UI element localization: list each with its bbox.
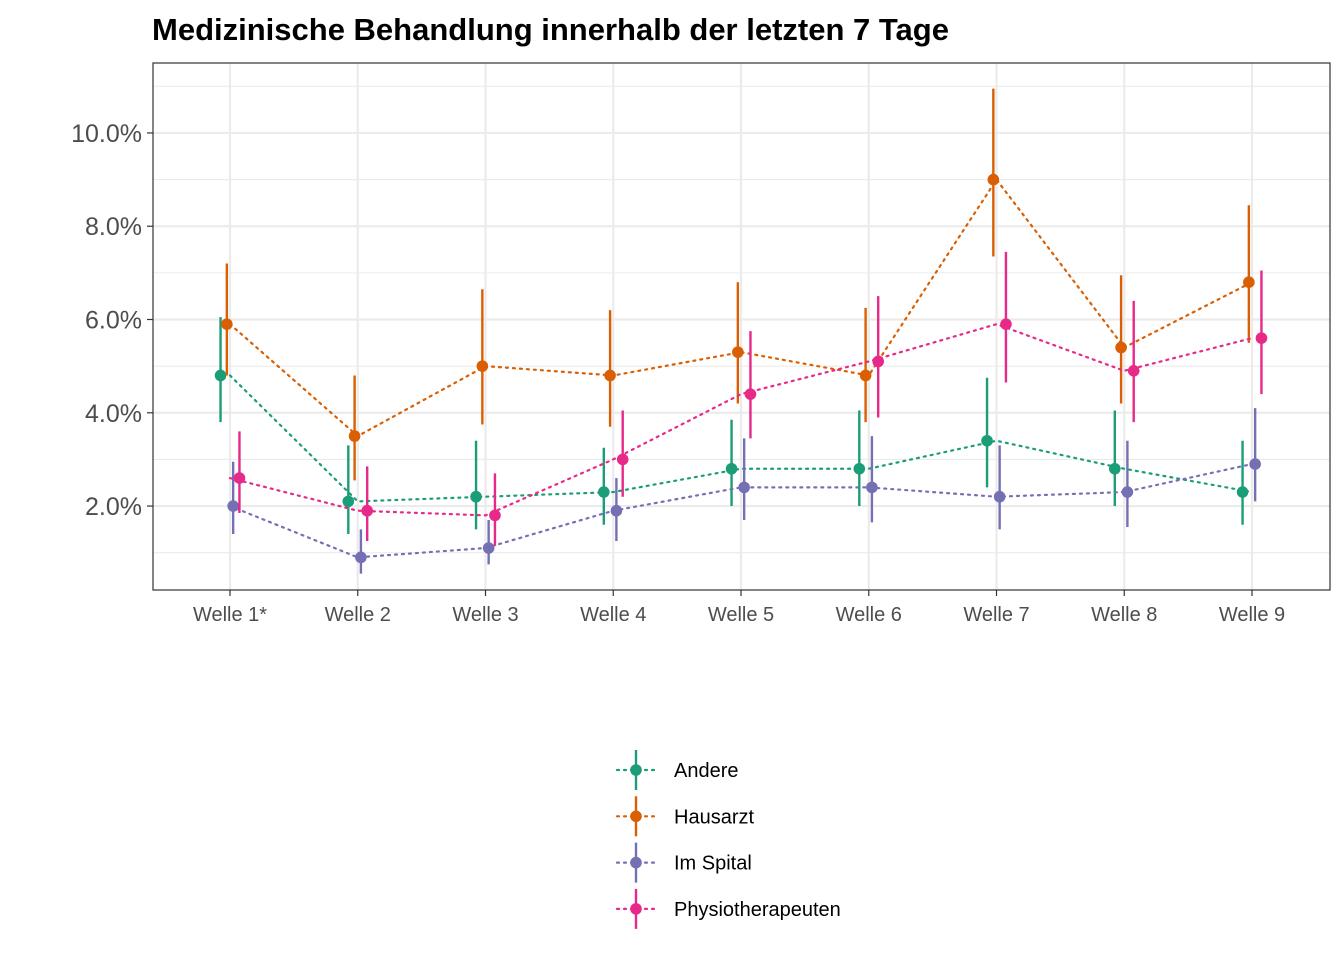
data-point [993, 490, 1006, 503]
data-point [214, 369, 227, 382]
data-point [981, 434, 993, 447]
data-point [738, 481, 750, 494]
data-point [1236, 486, 1249, 498]
grid-major [153, 63, 1330, 590]
data-point [233, 472, 246, 484]
data-point [470, 490, 482, 503]
series-physiotherapeuten [228, 251, 1268, 546]
data-point [616, 453, 629, 466]
data-point [1255, 332, 1268, 344]
data-point [221, 318, 233, 330]
x-tick-label: Welle 4 [580, 604, 646, 626]
data-point [725, 462, 738, 475]
data-point [348, 430, 361, 442]
x-tick-label: Welle 3 [452, 604, 518, 626]
legend-label: Hausarzt [674, 806, 754, 828]
data-point [859, 369, 872, 382]
data-point [872, 355, 884, 368]
data-point [1109, 462, 1121, 475]
data-point [482, 542, 495, 554]
legend-label: Im Spital [674, 853, 752, 875]
legend-key-point [630, 810, 642, 823]
x-tick-label: Welle 6 [836, 604, 902, 626]
data-point [227, 500, 239, 512]
data-point [604, 369, 616, 382]
y-tick-label: 8.0% [85, 213, 142, 241]
legend-label: Physiotherapeuten [674, 899, 841, 921]
series-im-spital [227, 408, 1261, 574]
legend-key-point [630, 764, 642, 776]
x-tick-label: Welle 1* [193, 604, 267, 626]
y-tick-label: 4.0% [85, 400, 142, 428]
data-point [361, 504, 374, 517]
data-point [355, 551, 367, 564]
x-tick-label: Welle 5 [708, 604, 774, 626]
series-line [228, 462, 1254, 559]
data-point [1115, 341, 1127, 354]
x-tick-label: Welle 7 [963, 604, 1029, 626]
legend-label: Andere [674, 760, 739, 782]
data-point [476, 360, 489, 372]
y-tick-label: 10.0% [71, 120, 142, 148]
data-point [744, 388, 757, 400]
axes: 2.0% 4.0% 6.0% 8.0% 10.0% Welle 1* Welle 2 Well… [71, 120, 1285, 626]
data-point [610, 504, 623, 517]
data-point [598, 486, 610, 498]
data-point [866, 481, 878, 494]
series-line [228, 323, 1254, 517]
x-tick-label: Welle 9 [1219, 604, 1285, 626]
legend-key-point [630, 856, 642, 869]
series-hausarzt [221, 88, 1255, 481]
data-point [1243, 276, 1255, 288]
series-andere [214, 317, 1254, 535]
data-point [732, 346, 744, 358]
legend-item: Im Spital [615, 842, 752, 883]
data-point [489, 509, 501, 522]
legend-item: Physiotherapeuten [615, 888, 841, 929]
data-point [1121, 486, 1134, 498]
data-point [1127, 365, 1140, 377]
legend-key-point [630, 903, 642, 915]
legend-item: Andere [615, 750, 739, 790]
series-line [228, 374, 1254, 503]
data-point [987, 173, 1000, 186]
series-layer [214, 88, 1268, 574]
y-tick-label: 6.0% [85, 307, 142, 335]
y-tick-label: 2.0% [85, 493, 142, 521]
legend: Andere Hausarzt Im Spital Physiotherapeuten [615, 750, 841, 929]
x-tick-label: Welle 2 [325, 604, 391, 626]
legend-item: Hausarzt [615, 796, 754, 837]
x-tick-label: Welle 8 [1091, 604, 1157, 626]
data-point [342, 495, 355, 508]
chart-title: Medizinische Behandlung innerhalb der le… [152, 12, 949, 47]
data-point [1000, 318, 1012, 330]
data-point [853, 462, 866, 475]
data-point [1249, 458, 1261, 470]
